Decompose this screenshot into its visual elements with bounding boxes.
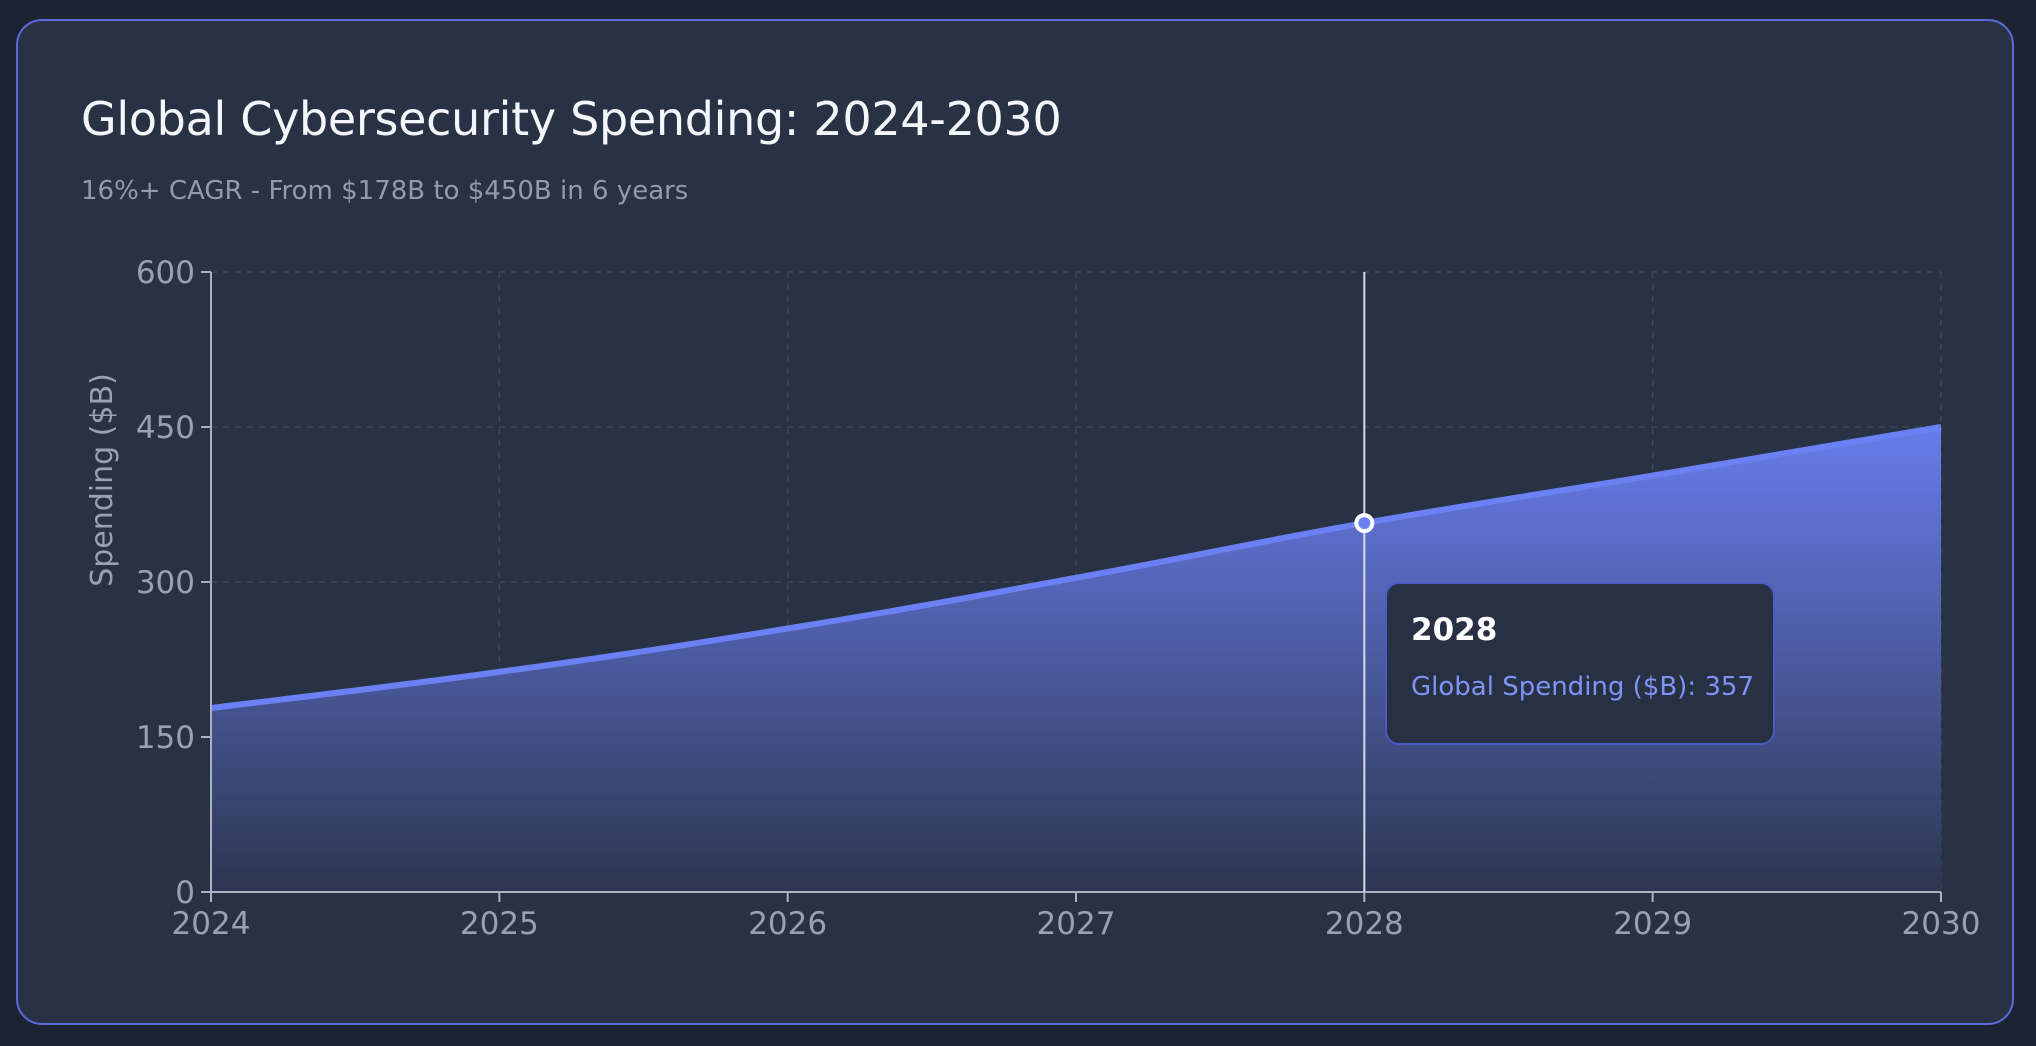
data-point-2026[interactable] — [782, 623, 794, 635]
tooltip-title: 2028 — [1411, 612, 1498, 648]
y-tick-label: 600 — [136, 255, 195, 291]
tooltip-value-row: Global Spending ($B): 357 — [1411, 672, 1754, 702]
data-point-2025[interactable] — [493, 666, 505, 678]
tooltip-value: 357 — [1704, 672, 1754, 702]
x-tick-label: 2029 — [1613, 906, 1692, 942]
x-tick-label: 2026 — [748, 906, 827, 942]
tooltip-series-label: Global Spending ($B) — [1411, 672, 1688, 702]
series-line — [210, 424, 1942, 712]
chart-tooltip: 2028 Global Spending ($B): 357 — [1385, 582, 1775, 745]
data-point-2030[interactable] — [1935, 421, 1947, 433]
data-point-2029[interactable] — [1647, 470, 1659, 482]
x-tick-label: 2027 — [1037, 906, 1116, 942]
data-point-2027[interactable] — [1070, 572, 1082, 584]
chart-subtitle: 16%+ CAGR - From $178B to $450B in 6 yea… — [81, 176, 689, 206]
series-area-fill — [211, 427, 1941, 892]
y-tick-label: 0 — [175, 875, 195, 911]
x-tick-label: 2025 — [460, 906, 539, 942]
x-tick-label: 2030 — [1902, 906, 1981, 942]
y-tick-label: 150 — [136, 720, 195, 756]
y-axis-title: Spending ($B) — [85, 373, 120, 587]
x-tick-label: 2028 — [1325, 906, 1404, 942]
x-tick-label: 2024 — [172, 906, 251, 942]
active-data-point[interactable] — [1354, 513, 1375, 534]
y-tick-label: 300 — [136, 565, 195, 601]
y-tick-label: 450 — [136, 410, 195, 446]
chart-title: Global Cybersecurity Spending: 2024-2030 — [81, 92, 1062, 146]
